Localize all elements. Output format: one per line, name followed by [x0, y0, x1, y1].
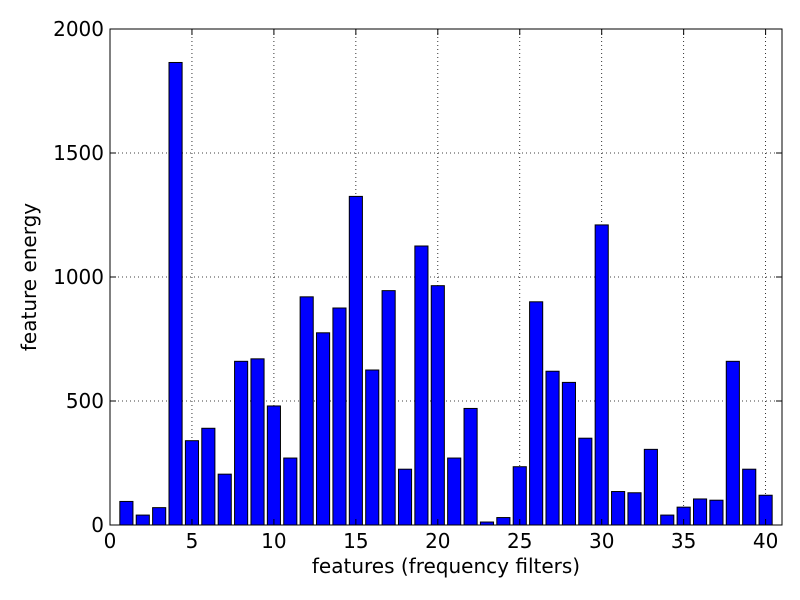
bar-feature-26 — [529, 301, 544, 526]
x-tick-label: 40 — [753, 529, 778, 553]
bar-feature-38 — [725, 360, 740, 526]
bar-feature-27 — [545, 370, 560, 526]
bar-feature-10 — [266, 405, 281, 526]
bar-feature-12 — [299, 296, 314, 526]
bar-feature-6 — [201, 427, 216, 526]
bar-feature-32 — [627, 492, 642, 526]
x-tick-label: 35 — [671, 529, 696, 553]
bar-feature-25 — [512, 466, 527, 526]
y-tick-label: 2000 — [53, 17, 104, 41]
bar-feature-17 — [381, 290, 396, 526]
bar-feature-4 — [168, 61, 183, 526]
y-tick-label: 500 — [66, 389, 104, 413]
x-tick-label: 5 — [186, 529, 199, 553]
bar-feature-8 — [234, 360, 249, 526]
bar-feature-16 — [365, 369, 380, 526]
x-tick-labels: 0 5 10 15 20 25 30 35 40 — [104, 529, 779, 553]
bar-feature-36 — [692, 498, 708, 526]
x-tick-label: 15 — [343, 529, 368, 553]
axis-ticks — [109, 28, 782, 526]
x-tick-label: 10 — [261, 529, 286, 553]
y-axis-label: feature energy — [17, 203, 41, 351]
y-tick-label: 0 — [91, 513, 104, 537]
bar-feature-28 — [561, 381, 576, 526]
x-tick-label: 25 — [507, 529, 532, 553]
bar-feature-14 — [332, 307, 347, 526]
bar-feature-7 — [217, 473, 232, 526]
bar-feature-30 — [594, 224, 609, 526]
bar-feature-22 — [463, 407, 478, 526]
y-tick-label: 1000 — [53, 265, 104, 289]
bar-feature-20 — [430, 285, 445, 526]
bar-feature-24 — [496, 517, 511, 526]
x-tick-label: 0 — [104, 529, 117, 553]
bar-feature-1 — [119, 500, 134, 526]
bar-feature-9 — [250, 358, 265, 526]
bar-feature-34 — [660, 514, 675, 526]
bar-feature-37 — [709, 499, 724, 526]
bar-feature-21 — [447, 457, 462, 526]
bar-feature-13 — [316, 332, 331, 526]
x-axis-label: features (frequency filters) — [312, 554, 580, 578]
bar-feature-31 — [611, 491, 626, 526]
x-tick-label: 20 — [425, 529, 450, 553]
bar-feature-39 — [742, 468, 757, 526]
x-tick-label: 30 — [589, 529, 614, 553]
bar-feature-19 — [414, 245, 429, 526]
y-tick-label: 1500 — [53, 141, 104, 165]
bar-feature-29 — [578, 437, 593, 526]
bar-feature-15 — [348, 195, 363, 526]
y-tick-labels: 0 500 1000 1500 2000 — [53, 17, 104, 537]
bar-feature-3 — [152, 507, 167, 526]
bar-feature-11 — [283, 457, 298, 526]
bar-feature-5 — [184, 440, 200, 526]
bars — [119, 61, 773, 526]
bar-feature-2 — [135, 514, 150, 526]
bar-feature-33 — [643, 448, 658, 526]
bar-feature-18 — [397, 468, 413, 526]
